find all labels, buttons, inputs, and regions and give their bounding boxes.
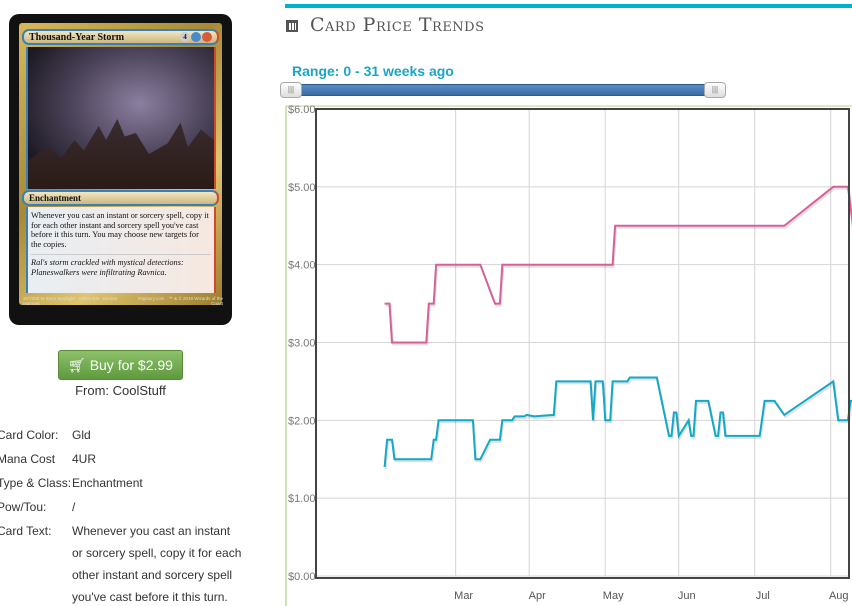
card-copyright: mtgstory.com · ™ & © 2018 Wizards of the… (137, 296, 223, 306)
x-tick-label: Jun (678, 590, 696, 602)
range-handle-min[interactable]: ||| (280, 82, 302, 98)
x-tick-label: May (603, 590, 624, 602)
series-shadow (384, 378, 852, 470)
section-title: Card Price Trends (310, 14, 485, 36)
card-name: Thousand-Year Storm (29, 32, 125, 43)
price-series-2 (383, 376, 852, 468)
y-tick-label: $3.00 (288, 338, 316, 350)
red-mana-icon (202, 32, 212, 42)
x-tick-label: Aug (829, 590, 849, 602)
x-tick-label: Apr (529, 590, 546, 602)
detail-value: / (72, 500, 76, 514)
detail-label: Card Text: (0, 524, 52, 538)
card-image: Thousand-Year Storm 4 Enchantment Whenev… (9, 14, 232, 325)
card-text-line: other instant and sorcery spell (72, 568, 233, 582)
card-textbox: Whenever you cast an instant or sorcery … (26, 207, 216, 293)
card-art (26, 47, 216, 189)
detail-value: Enchantment (72, 476, 143, 490)
detail-label: Mana Cost (0, 452, 56, 466)
x-tick-label: Jul (756, 590, 770, 602)
y-tick-label: $4.00 (288, 260, 316, 272)
y-tick-label: $0.00 (288, 571, 316, 583)
detail-label: Pow/Tou: (0, 500, 47, 514)
y-tick-label: $5.00 (288, 182, 316, 194)
plot-frame (315, 108, 850, 579)
card-type-bar: Enchantment (22, 190, 219, 206)
card-footer: 207/259 M Story Spotlight · GRN • EN · D… (23, 296, 223, 306)
collector-info: 207/259 M Story Spotlight · GRN • EN · D… (23, 296, 118, 306)
calendar-icon (286, 20, 298, 32)
card-text-line: Whenever you cast an instant (72, 524, 231, 538)
price-series-1 (384, 185, 852, 344)
range-handle-max[interactable]: ||| (704, 82, 726, 98)
y-tick-label: $2.00 (288, 415, 316, 427)
card-type: Enchantment (29, 193, 82, 203)
x-tick-label: Mar (454, 590, 473, 602)
buy-button[interactable]: 🛒︎ Buy for $2.99 (58, 350, 183, 380)
detail-value: 4UR (72, 452, 97, 466)
card-text-line: or sorcery spell, copy it for each (72, 546, 242, 560)
blue-mana-icon (191, 32, 201, 42)
detail-label: Card Color: (0, 428, 59, 442)
range-label: Range: 0 - 31 weeks ago (292, 63, 454, 79)
card-title-bar: Thousand-Year Storm 4 (22, 29, 219, 45)
card-text-line: you've cast before it this turn. (72, 590, 228, 604)
detail-value: Gld (72, 428, 91, 442)
card-flavor-text: Ral's storm crackled with mystical detec… (31, 254, 211, 277)
section-accent-bar (285, 4, 852, 8)
y-tick-label: $6.00 (288, 104, 316, 116)
series-shadow (385, 187, 852, 346)
generic-mana-icon: 4 (180, 32, 190, 42)
buy-label: Buy for $2.99 (89, 357, 173, 373)
cart-icon: 🛒︎ (68, 357, 90, 373)
card-rules-text: Whenever you cast an instant or sorcery … (31, 211, 209, 249)
seller-label: From: CoolStuff (75, 383, 166, 398)
y-tick-label: $1.00 (288, 493, 316, 505)
detail-label: Type & Class: (0, 476, 72, 490)
mana-cost-icons: 4 (180, 32, 212, 42)
